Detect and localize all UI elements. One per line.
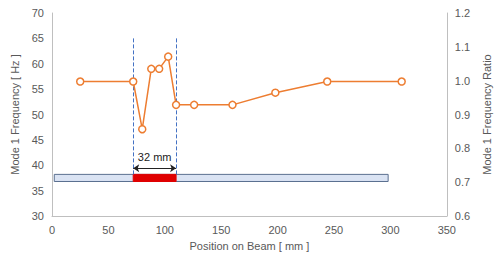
svg-text:32 mm: 32 mm (138, 151, 172, 163)
svg-text:200: 200 (268, 224, 286, 236)
svg-text:100: 100 (156, 224, 174, 236)
svg-text:1.1: 1.1 (455, 41, 470, 53)
svg-text:350: 350 (438, 224, 456, 236)
svg-text:55: 55 (32, 83, 44, 95)
svg-text:Mode 1 Frequency Ratio: Mode 1 Frequency Ratio (481, 54, 493, 174)
svg-text:50: 50 (32, 109, 44, 121)
svg-text:150: 150 (212, 224, 230, 236)
svg-text:45: 45 (32, 134, 44, 146)
svg-text:70: 70 (32, 7, 44, 19)
svg-text:250: 250 (325, 224, 343, 236)
svg-text:30: 30 (32, 210, 44, 222)
svg-text:1.0: 1.0 (455, 75, 470, 87)
svg-text:50: 50 (102, 224, 114, 236)
svg-text:0.8: 0.8 (455, 142, 470, 154)
svg-text:0.7: 0.7 (455, 176, 470, 188)
svg-text:60: 60 (32, 58, 44, 70)
svg-text:1.2: 1.2 (455, 7, 470, 19)
svg-text:40: 40 (32, 159, 44, 171)
svg-text:0: 0 (49, 224, 55, 236)
svg-text:0.6: 0.6 (455, 210, 470, 222)
svg-text:300: 300 (381, 224, 399, 236)
svg-text:Position on Beam [ mm ]: Position on Beam [ mm ] (189, 240, 309, 252)
svg-text:Mode 1 Frequency [ Hz ]: Mode 1 Frequency [ Hz ] (9, 54, 21, 174)
svg-text:65: 65 (32, 32, 44, 44)
svg-text:0.9: 0.9 (455, 109, 470, 121)
svg-text:35: 35 (32, 185, 44, 197)
